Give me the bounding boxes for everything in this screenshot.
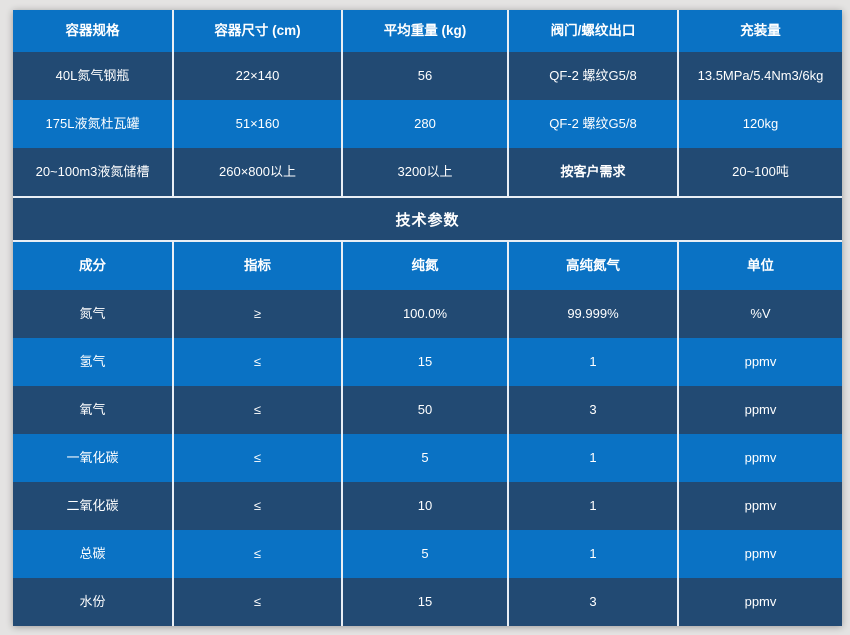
table-cell: 280: [341, 100, 507, 148]
table-row: 175L液氮杜瓦罐 51×160 280 QF-2 螺纹G5/8 120kg: [13, 100, 842, 148]
product-spec-tables: 容器规格 容器尺寸 (cm) 平均重量 (kg) 阀门/螺纹出口 充装量 40L…: [13, 10, 842, 626]
table-cell: 3200以上: [341, 148, 507, 196]
table-cell: 1: [507, 338, 677, 386]
table-cell: ppmv: [677, 578, 842, 626]
spec-col-header-valve-outlet: 阀门/螺纹出口: [507, 10, 677, 52]
param-col-header-unit: 单位: [677, 242, 842, 290]
spec-col-header-container-type: 容器规格: [65, 22, 120, 38]
table-cell: 二氧化碳: [66, 497, 119, 513]
table-cell: ppmv: [677, 434, 842, 482]
table-cell: ≤: [172, 530, 341, 578]
table-row: 20~100m3液氮储槽 260×800以上 3200以上 按客户需求 20~1…: [13, 148, 842, 196]
table-row: 氢气 ≤ 15 1 ppmv: [13, 338, 842, 386]
table-cell: 56: [341, 52, 507, 100]
table-cell: 22×140: [172, 52, 341, 100]
section-title-technical-parameters: 技术参数: [13, 196, 842, 242]
table-cell: 氢气: [79, 353, 106, 369]
table-row: 水份 ≤ 15 3 ppmv: [13, 578, 842, 626]
table-row: 氮气 ≥ 100.0% 99.999% %V: [13, 290, 842, 338]
table-cell: 175L液氮杜瓦罐: [45, 115, 140, 131]
table-row: 一氧化碳 ≤ 5 1 ppmv: [13, 434, 842, 482]
table-cell: 99.999%: [507, 290, 677, 338]
table-row: 氧气 ≤ 50 3 ppmv: [13, 386, 842, 434]
table-cell: ppmv: [677, 338, 842, 386]
table-cell: 120kg: [677, 100, 842, 148]
spec-header-row: 容器规格 容器尺寸 (cm) 平均重量 (kg) 阀门/螺纹出口 充装量: [13, 10, 842, 52]
table-cell: 1: [507, 530, 677, 578]
table-cell: 1: [507, 482, 677, 530]
table-cell: ≥: [172, 290, 341, 338]
table-cell: 15: [341, 338, 507, 386]
table-cell: 15: [341, 578, 507, 626]
table-cell: ≤: [172, 338, 341, 386]
table-cell: ppmv: [677, 530, 842, 578]
param-col-header-component: 成分: [79, 257, 106, 273]
table-cell: 3: [507, 578, 677, 626]
table-cell: ppmv: [677, 482, 842, 530]
table-cell: 按客户需求: [507, 148, 677, 196]
table-cell: 总碳: [79, 545, 106, 561]
param-col-header-high-purity-nitrogen: 高纯氮气: [507, 242, 677, 290]
param-col-header-pure-nitrogen: 纯氮: [341, 242, 507, 290]
table-row: 二氧化碳 ≤ 10 1 ppmv: [13, 482, 842, 530]
table-cell: ≤: [172, 386, 341, 434]
param-col-header-indicator: 指标: [172, 242, 341, 290]
table-cell: 氧气: [79, 401, 106, 417]
table-cell: 20~100吨: [677, 148, 842, 196]
table-cell: 5: [341, 434, 507, 482]
technical-parameters-table: 成分 指标 纯氮 高纯氮气 单位 氮气 ≥ 100.0% 99.999% %V …: [13, 242, 842, 626]
spec-col-header-avg-weight: 平均重量 (kg): [341, 10, 507, 52]
container-spec-table: 容器规格 容器尺寸 (cm) 平均重量 (kg) 阀门/螺纹出口 充装量 40L…: [13, 10, 842, 196]
table-cell: ppmv: [677, 386, 842, 434]
table-cell: ≤: [172, 482, 341, 530]
table-cell: 5: [341, 530, 507, 578]
table-row: 40L氮气钢瓶 22×140 56 QF-2 螺纹G5/8 13.5MPa/5.…: [13, 52, 842, 100]
table-cell: 10: [341, 482, 507, 530]
table-cell: QF-2 螺纹G5/8: [507, 100, 677, 148]
table-cell: 50: [341, 386, 507, 434]
table-row: 总碳 ≤ 5 1 ppmv: [13, 530, 842, 578]
table-cell: ≤: [172, 434, 341, 482]
table-cell: 1: [507, 434, 677, 482]
table-cell: %V: [677, 290, 842, 338]
spec-col-header-dimensions: 容器尺寸 (cm): [172, 10, 341, 52]
table-cell: 20~100m3液氮储槽: [35, 163, 150, 179]
table-cell: 一氧化碳: [66, 449, 119, 465]
table-cell: 51×160: [172, 100, 341, 148]
table-cell: 100.0%: [341, 290, 507, 338]
param-header-row: 成分 指标 纯氮 高纯氮气 单位: [13, 242, 842, 290]
table-cell: 40L氮气钢瓶: [55, 67, 130, 83]
table-cell: ≤: [172, 578, 341, 626]
table-cell: 3: [507, 386, 677, 434]
table-cell: 水份: [79, 593, 106, 609]
spec-col-header-fill-amount: 充装量: [677, 10, 842, 52]
table-cell: 氮气: [79, 305, 106, 321]
table-cell: QF-2 螺纹G5/8: [507, 52, 677, 100]
table-cell: 260×800以上: [172, 148, 341, 196]
table-cell: 13.5MPa/5.4Nm3/6kg: [677, 52, 842, 100]
